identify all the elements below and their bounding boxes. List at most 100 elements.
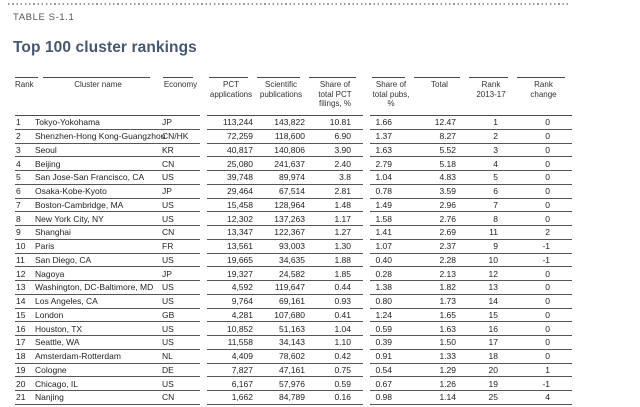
row-group: 4,592 119,647 0.44 — [207, 281, 363, 295]
cell-cluster-name: Tokyo-Yokohama — [35, 117, 100, 128]
cell-economy: GB — [162, 309, 175, 320]
cell-share-total-pubs: 0.39 — [375, 337, 392, 348]
cell-rank-2013-17: 20 — [488, 364, 498, 375]
cell-economy: CN — [162, 227, 175, 238]
row-group: 10 Paris FR — [15, 240, 200, 254]
cell-cluster-name: Seoul — [35, 144, 57, 155]
cell-scientific-publications: 122,367 — [274, 227, 305, 238]
cell-share-pct-filings: 1.30 — [334, 241, 351, 252]
cell-cluster-name: Amsterdam-Rotterdam — [35, 351, 121, 362]
cell-rank-2013-17: 15 — [488, 309, 498, 320]
cell-total: 3.59 — [439, 186, 456, 197]
cell-scientific-publications: 34,635 — [279, 254, 305, 265]
cell-scientific-publications: 93,003 — [279, 241, 305, 252]
row-group: 10,852 51,163 1.04 — [207, 322, 363, 336]
cell-rank: 18 — [16, 351, 26, 362]
cell-rank-2013-17: 4 — [493, 158, 498, 169]
col-header-total: Total — [412, 77, 467, 115]
col-header-share-pubs: Share of total pubs, % — [370, 77, 412, 115]
cell-cluster-name: Shenzhen-Hong Kong-Guangzhou — [35, 131, 166, 142]
table-row: 9 Shanghai CN 13,347 122,367 1.27 1.41 2.69 11 2 — [15, 226, 572, 240]
cell-scientific-publications: 143,822 — [274, 117, 305, 128]
cell-pct-applications: 39,748 — [227, 172, 253, 183]
cell-share-pct-filings: 3.90 — [334, 144, 351, 155]
cell-scientific-publications: 47,161 — [279, 364, 305, 375]
cell-scientific-publications: 84,789 — [279, 392, 305, 403]
row-group: 2.79 5.18 4 0 — [370, 157, 572, 171]
cell-pct-applications: 11,558 — [227, 337, 253, 348]
row-group: 21 Nanjing CN — [15, 391, 200, 405]
cell-share-total-pubs: 0.28 — [375, 268, 392, 279]
cell-share-pct-filings: 1.85 — [334, 268, 351, 279]
cell-economy: JP — [162, 186, 172, 197]
row-group: 40,817 140,806 3.90 — [207, 144, 363, 158]
cell-rank-2013-17: 13 — [488, 282, 498, 293]
cell-pct-applications: 19,665 — [227, 254, 253, 265]
cell-rank-2013-17: 25 — [488, 392, 498, 403]
cell-pct-applications: 7,827 — [231, 364, 253, 375]
dotted-divider — [8, 3, 570, 5]
header-group-identity: Rank Cluster name Economy — [15, 77, 200, 116]
cell-share-pct-filings: 1.10 — [334, 337, 351, 348]
cell-pct-applications: 4,409 — [231, 351, 253, 362]
cell-rank-2013-17: 14 — [488, 296, 498, 307]
cell-share-total-pubs: 0.91 — [375, 351, 392, 362]
cell-scientific-publications: 128,964 — [274, 199, 305, 210]
cell-rank: 15 — [16, 309, 26, 320]
row-group: 7 Boston-Cambridge, MA US — [15, 199, 200, 213]
cell-share-total-pubs: 1.37 — [375, 131, 392, 142]
cell-rank: 8 — [16, 213, 21, 224]
cell-scientific-publications: 67,514 — [279, 186, 305, 197]
cell-economy: US — [162, 199, 174, 210]
cell-share-total-pubs: 0.67 — [375, 378, 392, 389]
cell-share-pct-filings: 0.93 — [334, 296, 351, 307]
row-group: 1,662 84,789 0.16 — [207, 391, 363, 405]
cell-share-pct-filings: 2.40 — [334, 158, 351, 169]
cell-cluster-name: Shanghai — [35, 227, 71, 238]
cell-economy: KR — [162, 144, 174, 155]
cell-rank: 11 — [16, 254, 25, 265]
row-group: 0.39 1.50 17 0 — [370, 336, 572, 350]
cell-cluster-name: San Diego, CA — [35, 254, 92, 265]
cell-total: 2.96 — [439, 199, 456, 210]
cell-economy: DE — [162, 364, 174, 375]
table-row: 19 Cologne DE 7,827 47,161 0.75 0.54 1.29 20 1 — [15, 364, 572, 378]
header-group-counts: PCT applications Scientific publications… — [207, 77, 363, 116]
cell-cluster-name: Washington, DC-Baltimore, MD — [35, 282, 154, 293]
cell-scientific-publications: 137,263 — [274, 213, 305, 224]
cell-share-pct-filings: 10.81 — [329, 117, 351, 128]
cell-pct-applications: 13,347 — [227, 227, 253, 238]
cell-rank: 14 — [16, 296, 26, 307]
row-group: 5 San Jose-San Francisco, CA US — [15, 171, 200, 185]
cell-economy: US — [162, 378, 174, 389]
cell-rank: 16 — [16, 323, 26, 334]
cell-economy: US — [162, 323, 174, 334]
cell-rank-change: 4 — [545, 392, 550, 403]
cell-total: 1.29 — [439, 364, 456, 375]
row-group: 13,561 93,003 1.30 — [207, 240, 363, 254]
cell-share-total-pubs: 0.54 — [375, 364, 392, 375]
row-group: 1.07 2.37 9 -1 — [370, 240, 572, 254]
cell-share-total-pubs: 1.49 — [375, 199, 392, 210]
cell-pct-applications: 40,817 — [227, 144, 253, 155]
cell-share-pct-filings: 0.16 — [334, 392, 351, 403]
cell-scientific-publications: 89,974 — [279, 172, 305, 183]
table-row: 21 Nanjing CN 1,662 84,789 0.16 0.98 1.14 25 4 — [15, 391, 572, 405]
cell-rank: 19 — [16, 364, 26, 375]
cell-rank-2013-17: 7 — [493, 199, 498, 210]
cell-rank-2013-17: 19 — [488, 378, 498, 389]
table-row: 7 Boston-Cambridge, MA US 15,458 128,964 1.48… — [15, 199, 572, 213]
table-row: 6 Osaka-Kobe-Kyoto JP 29,464 67,514 2.81 0.78 3… — [15, 185, 572, 199]
cell-pct-applications: 1,662 — [231, 392, 253, 403]
cell-share-pct-filings: 3.8 — [339, 172, 351, 183]
cell-share-total-pubs: 0.40 — [375, 254, 392, 265]
cell-rank: 7 — [16, 199, 21, 210]
cell-economy: US — [162, 213, 174, 224]
cell-rank-2013-17: 1 — [493, 117, 498, 128]
cell-share-pct-filings: 1.04 — [334, 323, 351, 334]
table-row: 10 Paris FR 13,561 93,003 1.30 1.07 2.37 9 -1 — [15, 240, 572, 254]
row-group: 1.24 1.65 15 0 — [370, 309, 572, 323]
cell-total: 1.82 — [439, 282, 456, 293]
row-group: 25,080 241,637 2.40 — [207, 157, 363, 171]
cell-total: 1.33 — [439, 351, 456, 362]
